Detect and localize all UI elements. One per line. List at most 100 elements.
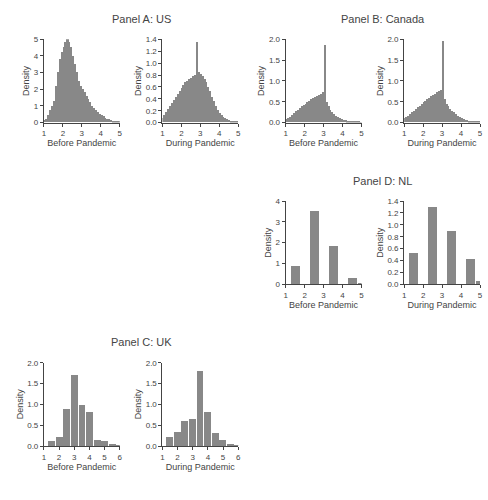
svg-text:5: 5: [478, 129, 483, 138]
svg-text:0.0: 0.0: [387, 280, 399, 289]
svg-text:4: 4: [87, 453, 92, 462]
svg-text:3: 3: [191, 453, 196, 462]
svg-text:0.5: 0.5: [146, 421, 158, 430]
svg-text:0.2: 0.2: [146, 107, 158, 116]
svg-text:1.5: 1.5: [269, 56, 281, 65]
svg-text:0.0: 0.0: [146, 442, 158, 451]
svg-text:Density: Density: [21, 65, 31, 96]
svg-text:1: 1: [42, 129, 47, 138]
svg-text:4: 4: [340, 291, 345, 300]
svg-text:0.6: 0.6: [146, 83, 158, 92]
svg-text:1.0: 1.0: [269, 77, 281, 86]
svg-text:3: 3: [198, 129, 203, 138]
svg-text:Density: Density: [133, 389, 143, 420]
svg-text:1.5: 1.5: [146, 379, 158, 388]
svg-text:1.0: 1.0: [27, 400, 39, 409]
svg-text:2.0: 2.0: [146, 359, 158, 368]
svg-text:5: 5: [236, 129, 241, 138]
svg-text:4: 4: [340, 129, 345, 138]
svg-text:During Pandemic: During Pandemic: [166, 462, 236, 472]
svg-text:Before Pandemic: Before Pandemic: [47, 138, 117, 148]
svg-text:2.0: 2.0: [269, 35, 281, 44]
svg-text:1: 1: [42, 453, 47, 462]
svg-text:2: 2: [34, 85, 39, 94]
svg-text:During Pandemic: During Pandemic: [166, 138, 236, 148]
svg-text:1.2: 1.2: [387, 209, 399, 218]
svg-text:Panel C: UK: Panel C: UK: [111, 336, 172, 348]
svg-text:Panel A: US: Panel A: US: [112, 13, 171, 25]
svg-text:Density: Density: [263, 227, 273, 258]
svg-text:2: 2: [421, 129, 426, 138]
svg-text:2: 2: [179, 129, 184, 138]
svg-text:1.0: 1.0: [146, 400, 158, 409]
svg-text:5: 5: [478, 291, 483, 300]
svg-text:1: 1: [34, 102, 39, 111]
svg-text:Density: Density: [375, 227, 385, 258]
svg-text:3: 3: [276, 218, 281, 227]
svg-text:Before Pandemic: Before Pandemic: [289, 300, 359, 310]
svg-text:1: 1: [283, 291, 288, 300]
svg-text:1: 1: [283, 129, 288, 138]
svg-text:1.4: 1.4: [146, 35, 158, 44]
svg-text:2: 2: [276, 238, 281, 247]
svg-text:1.0: 1.0: [387, 77, 399, 86]
svg-text:During Pandemic: During Pandemic: [408, 138, 478, 148]
svg-text:5: 5: [102, 453, 107, 462]
svg-text:2: 2: [61, 129, 66, 138]
svg-text:1.2: 1.2: [146, 47, 158, 56]
svg-text:3: 3: [321, 129, 326, 138]
svg-text:0.0: 0.0: [27, 442, 39, 451]
svg-text:4: 4: [206, 453, 211, 462]
svg-text:Before Pandemic: Before Pandemic: [289, 138, 359, 148]
svg-text:0.4: 0.4: [387, 256, 399, 265]
svg-text:1: 1: [276, 259, 281, 268]
svg-text:0.0: 0.0: [146, 118, 158, 127]
svg-text:0.8: 0.8: [146, 71, 158, 80]
svg-text:4: 4: [34, 52, 39, 61]
svg-text:During Pandemic: During Pandemic: [408, 300, 478, 310]
svg-text:2: 2: [57, 453, 62, 462]
svg-text:0.8: 0.8: [387, 233, 399, 242]
svg-text:1: 1: [160, 453, 165, 462]
svg-text:5: 5: [359, 129, 364, 138]
svg-text:1.0: 1.0: [146, 59, 158, 68]
svg-text:0.0: 0.0: [387, 118, 399, 127]
svg-text:1.5: 1.5: [387, 56, 399, 65]
svg-text:2: 2: [302, 291, 307, 300]
svg-text:Density: Density: [133, 65, 143, 96]
svg-text:5: 5: [34, 35, 39, 44]
svg-text:1: 1: [402, 291, 407, 300]
svg-text:2.0: 2.0: [27, 359, 39, 368]
svg-text:2: 2: [175, 453, 180, 462]
svg-text:0.4: 0.4: [146, 95, 158, 104]
svg-text:1: 1: [160, 129, 165, 138]
svg-text:6: 6: [118, 453, 123, 462]
svg-text:4: 4: [99, 129, 104, 138]
svg-text:1: 1: [402, 129, 407, 138]
svg-text:3: 3: [440, 129, 445, 138]
svg-text:0.2: 0.2: [387, 268, 399, 277]
svg-text:Density: Density: [15, 389, 25, 420]
svg-text:3: 3: [34, 68, 39, 77]
svg-text:5: 5: [359, 291, 364, 300]
svg-text:3: 3: [80, 129, 85, 138]
svg-text:Density: Density: [375, 65, 385, 96]
svg-text:4: 4: [276, 197, 281, 206]
svg-text:0: 0: [276, 280, 281, 289]
svg-text:1.4: 1.4: [387, 197, 399, 206]
svg-text:3: 3: [72, 453, 77, 462]
svg-text:3: 3: [440, 291, 445, 300]
svg-text:3: 3: [321, 291, 326, 300]
svg-text:Before Pandemic: Before Pandemic: [47, 462, 117, 472]
svg-text:2: 2: [302, 129, 307, 138]
svg-text:0.5: 0.5: [269, 98, 281, 107]
svg-text:2: 2: [421, 291, 426, 300]
svg-text:6: 6: [236, 453, 241, 462]
svg-text:Panel D: NL: Panel D: NL: [353, 175, 412, 187]
svg-text:4: 4: [217, 129, 222, 138]
svg-text:0.5: 0.5: [27, 421, 39, 430]
svg-text:0.6: 0.6: [387, 244, 399, 253]
svg-text:4: 4: [459, 291, 464, 300]
svg-text:5: 5: [221, 453, 226, 462]
svg-text:2.0: 2.0: [387, 35, 399, 44]
